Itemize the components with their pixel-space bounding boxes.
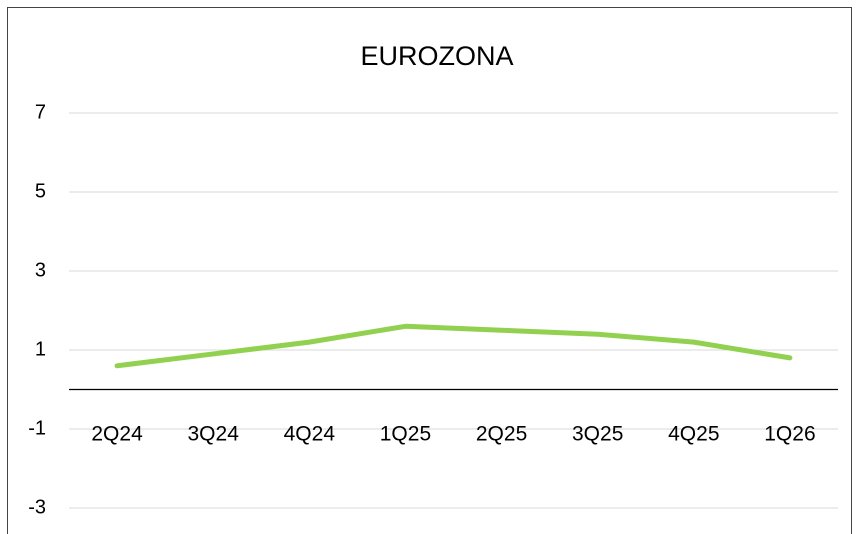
y-tick-label: 7: [35, 101, 46, 123]
x-tick-label: 3Q25: [572, 423, 623, 446]
chart-border: [7, 7, 852, 534]
chart-title: EUROZONA: [360, 41, 513, 71]
y-tick-label: -1: [28, 417, 46, 439]
x-tick-label: 3Q24: [188, 423, 240, 446]
data-line: [114, 323, 793, 369]
x-tick-label: 1Q26: [764, 423, 815, 446]
x-tick-label: 2Q25: [476, 423, 527, 446]
x-tick-label: 4Q24: [284, 423, 336, 446]
x-tick-label: 4Q25: [668, 423, 719, 446]
y-tick-label: 5: [35, 180, 46, 202]
x-tick-label: 1Q25: [380, 423, 431, 446]
x-tick-label: 2Q24: [91, 423, 143, 446]
y-tick-label: 1: [35, 338, 46, 360]
y-tick-label: 3: [35, 259, 46, 281]
y-tick-label: -3: [28, 496, 46, 518]
